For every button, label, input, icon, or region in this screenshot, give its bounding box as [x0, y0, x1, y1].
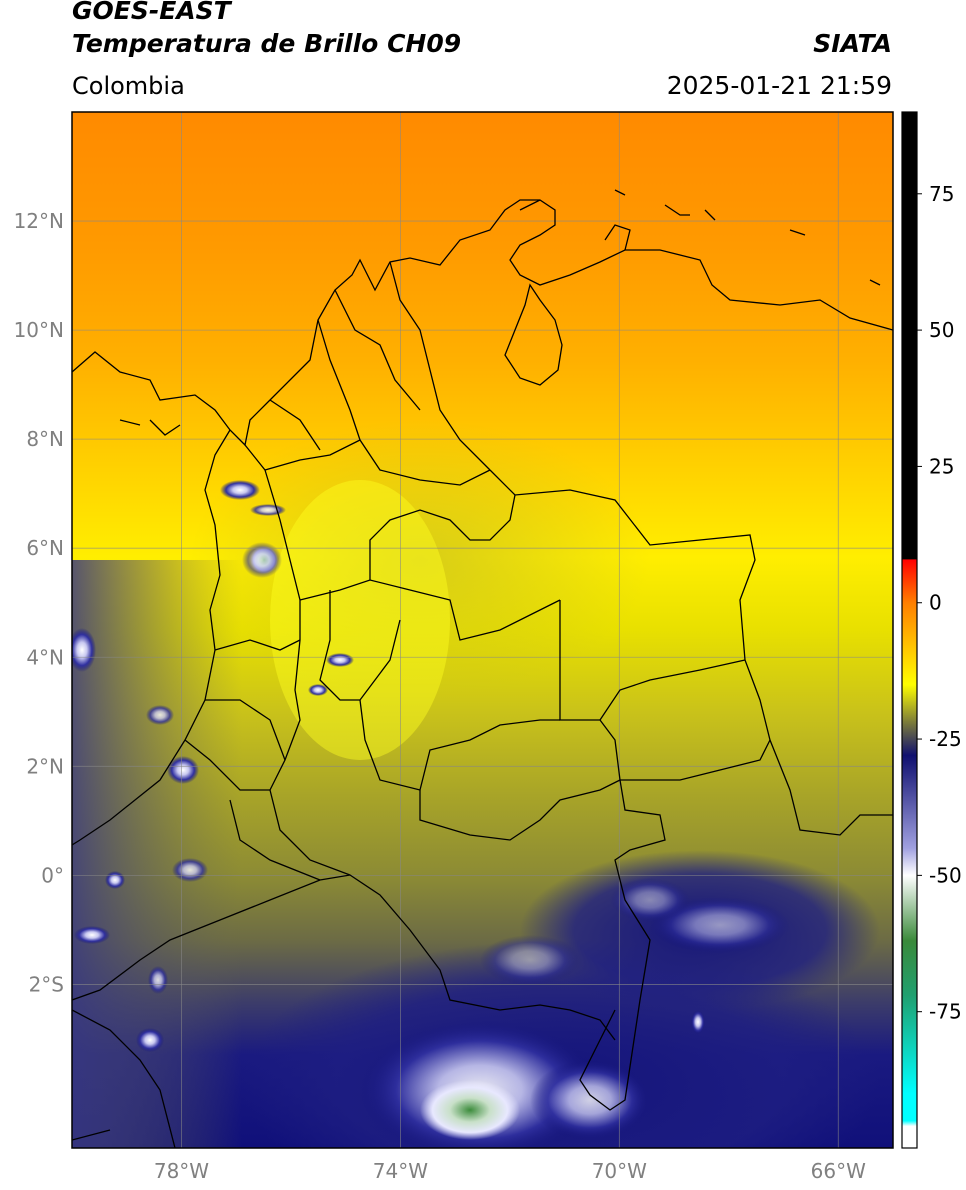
- lat-tick-label: 6°N: [26, 536, 64, 560]
- lon-tick-label: 74°W: [373, 1159, 428, 1183]
- colorbar-bar: [902, 112, 917, 1148]
- colorbar-tick-labels: 75 50 25 0 -25 -50 -75: [917, 182, 962, 1024]
- coastline-and-borders: [72, 189, 893, 1148]
- colorbar-frame: [901, 111, 918, 1149]
- colorbar-tick-label: 25: [929, 454, 954, 478]
- lat-tick-label: 12°N: [14, 209, 64, 233]
- lat-tick-label: 2°S: [29, 972, 64, 996]
- colorbar-tick-label: 0: [929, 591, 942, 615]
- map-title-satellite: GOES-EAST: [72, 0, 231, 25]
- colorbar-tick-label: 50: [929, 318, 954, 342]
- map-subtitle-region: Colombia: [72, 72, 185, 100]
- colorbar: 75 50 25 0 -25 -50 -75: [901, 111, 962, 1149]
- map-source-label: SIATA: [813, 29, 892, 58]
- colorbar-tick-label: -50: [929, 863, 962, 887]
- map-title-product: Temperatura de Brillo CH09: [72, 29, 462, 58]
- map-gridlines: [72, 112, 893, 1148]
- lat-tick-label: 2°N: [26, 754, 64, 778]
- map-datetime: 2025-01-21 21:59: [666, 71, 892, 100]
- colorbar-tick-label: 75: [929, 182, 954, 206]
- lon-tick-label: 66°W: [811, 1159, 866, 1183]
- lon-tick-label: 78°W: [154, 1159, 209, 1183]
- brightness-temperature-field: [72, 112, 893, 1148]
- lon-tick-label: 70°W: [592, 1159, 647, 1183]
- lat-tick-label: 4°N: [26, 645, 64, 669]
- colorbar-tick-label: -25: [929, 727, 962, 751]
- lat-tick-label: 0°: [41, 863, 64, 887]
- lat-tick-label: 8°N: [26, 427, 64, 451]
- longitude-tick-labels: 78°W 74°W 70°W 66°W: [154, 1159, 866, 1183]
- lat-tick-label: 10°N: [14, 318, 64, 342]
- map-frame: [71, 111, 894, 1149]
- latitude-tick-labels: 12°N 10°N 8°N 6°N 4°N 2°N 0° 2°S: [14, 209, 64, 996]
- colorbar-tick-label: -75: [929, 1000, 962, 1024]
